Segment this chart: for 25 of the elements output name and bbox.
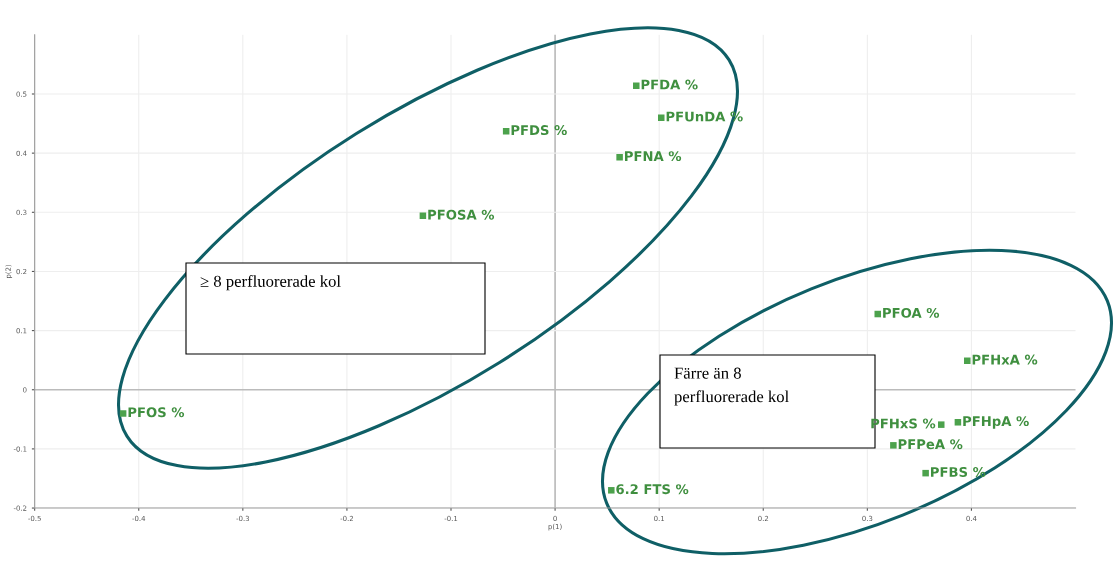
point [937, 421, 945, 428]
point [616, 154, 623, 161]
annotation: PFHxA % [972, 354, 1038, 365]
point [890, 442, 897, 449]
annotation: ≥ 8 perfluorerade kol [200, 275, 341, 291]
annotation: 6.2 FTS % [616, 484, 689, 495]
annotation: PFBS % [931, 467, 986, 477]
annotation: PFHpA % [963, 416, 1029, 429]
annotation: PFPeA % [898, 439, 963, 450]
point [964, 357, 971, 365]
annotation: PFOS % [128, 407, 185, 418]
annotation: Färre än 8 perfluorerade kol [674, 367, 789, 406]
annotation: PFDA % [641, 79, 698, 90]
annotation: PFDS % [511, 125, 567, 136]
point [954, 419, 962, 426]
annotation: PFOA % [883, 307, 940, 318]
point [922, 469, 929, 477]
annotation: PFNA % [625, 151, 682, 162]
point [608, 487, 615, 494]
annotation: PFOSA % [428, 209, 495, 220]
point [633, 82, 640, 89]
point [502, 128, 510, 135]
point [658, 114, 665, 121]
point [119, 410, 127, 417]
point [874, 310, 882, 318]
